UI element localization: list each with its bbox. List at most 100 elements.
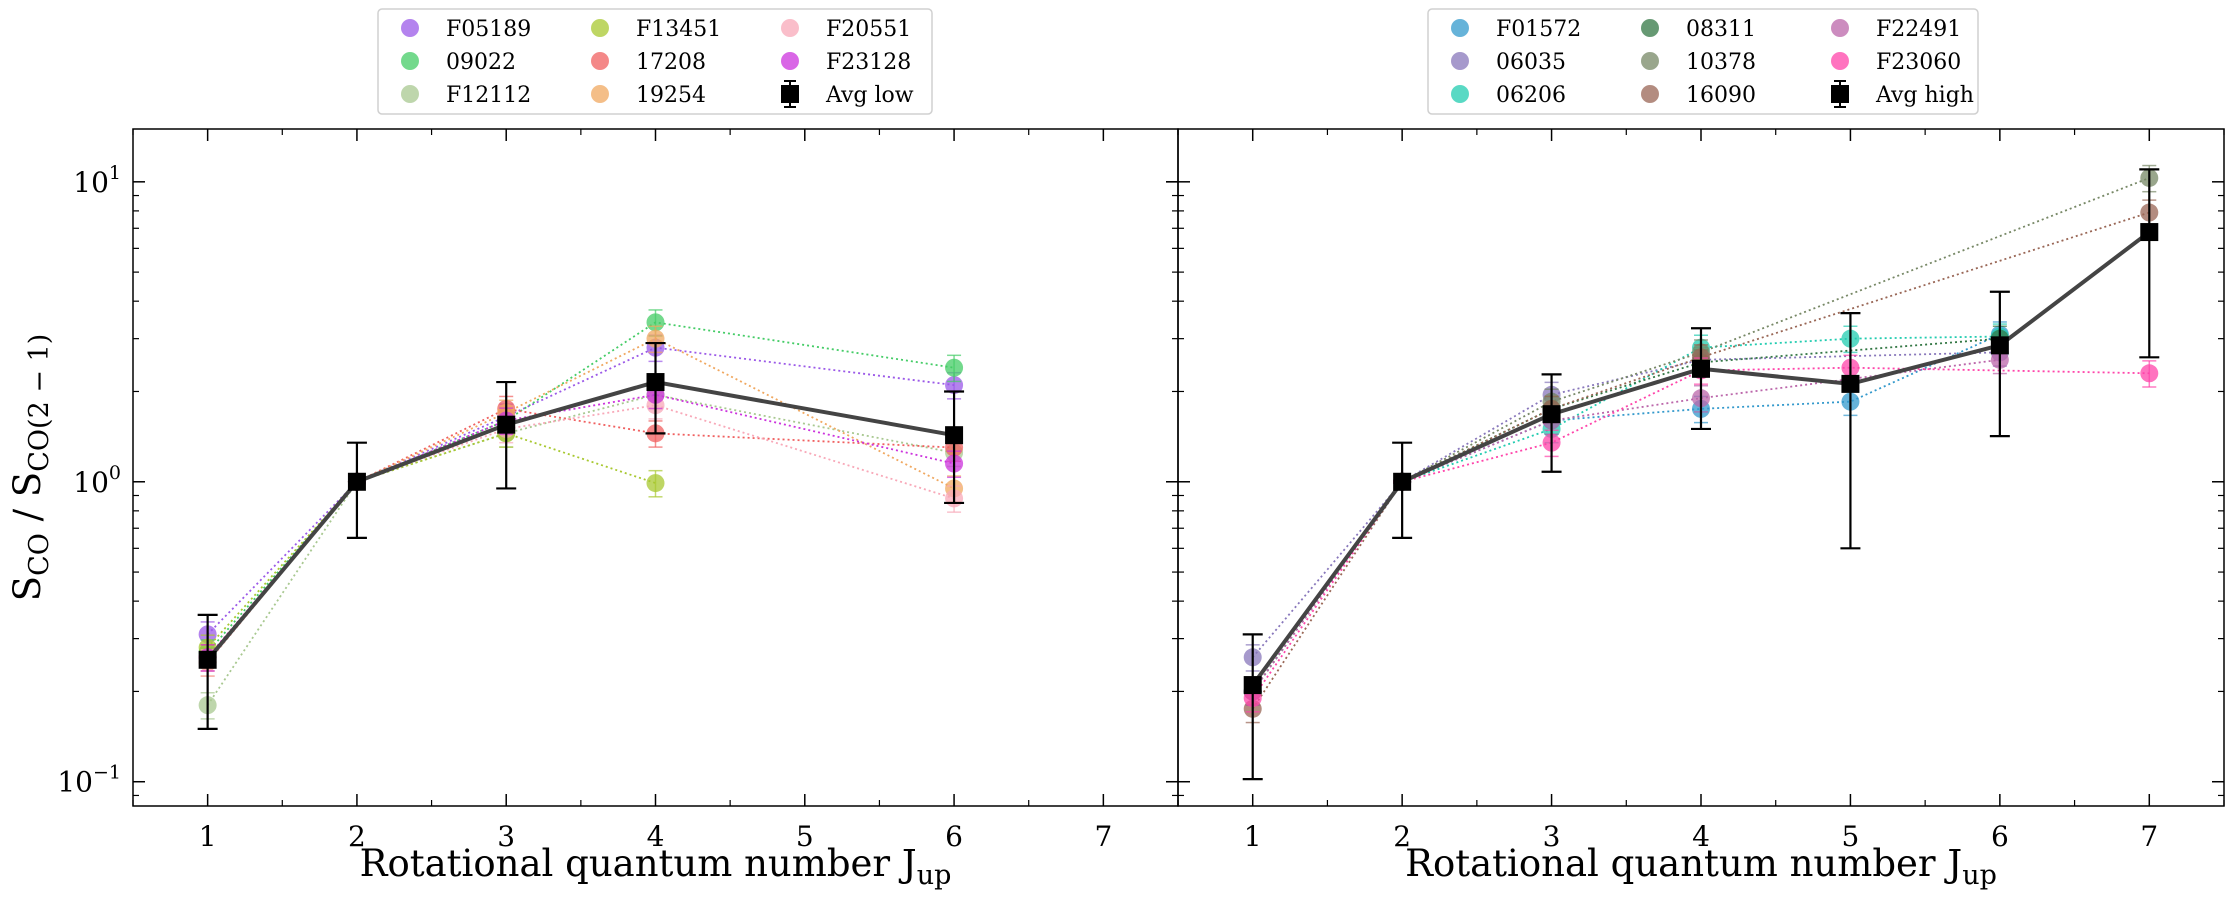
y-tick-base: 10 [57, 766, 93, 799]
legend-label: F23060 [1876, 50, 1961, 75]
x-tick-label: 3 [1543, 820, 1561, 853]
legend-label: F20551 [826, 17, 911, 42]
series-avg-low [197, 341, 965, 731]
axes-frame [132, 128, 1179, 807]
x-tick-label: 7 [1094, 820, 1112, 853]
average-point [1243, 676, 1262, 695]
legend-label: 08311 [1686, 17, 1756, 42]
y-tick-label: 101 [73, 162, 121, 199]
x-tick-label: 5 [796, 820, 814, 853]
average-point [945, 426, 964, 445]
legend-marker [1831, 52, 1849, 70]
legend-entry: Avg low [781, 80, 914, 108]
legend-entry: F22491 [1831, 17, 1961, 42]
x-tick-label: 4 [1692, 820, 1710, 853]
series-line [206, 432, 656, 649]
x-axis-title-subscript: up [917, 860, 952, 891]
series-F13451 [198, 420, 665, 663]
x-tick-label: 3 [497, 820, 515, 853]
legend: F01572 06035 06206 08311 10378 16090 F22491 F23… [1427, 8, 1979, 115]
right-panel: 1 2 3 4 5 6 7 Rotational quantum number Jup F015… [1166, 8, 2225, 891]
legend-label: F22491 [1876, 17, 1961, 42]
legend-marker [401, 85, 419, 103]
y-tick-base: 10 [73, 166, 109, 199]
average-point [1841, 374, 1860, 393]
x-tick-label: 7 [2140, 820, 2158, 853]
series-F05189 [198, 334, 964, 649]
y-axis-title: SCO / SCO(2 − 1) [6, 334, 55, 602]
legend-label: 16090 [1686, 83, 1756, 108]
legend-entry: 09022 [401, 50, 516, 75]
data-point [945, 358, 964, 377]
average-point [2140, 223, 2159, 242]
legend-entry: F23060 [1831, 50, 1961, 75]
legend-entry: 08311 [1641, 17, 1756, 42]
y-axis-title-subscript: CO [24, 533, 55, 576]
series-line [206, 321, 955, 653]
legend-marker [1641, 85, 1659, 103]
y-axis-title-subscript: CO(2 − 1) [24, 334, 55, 472]
average-line [206, 380, 955, 662]
axes-frame [1177, 128, 2225, 807]
legend-entry: 19254 [591, 83, 706, 108]
legend-entry: 10378 [1641, 50, 1756, 75]
series-09022 [198, 309, 964, 667]
series-F01572 [1243, 321, 2009, 706]
series-10378 [1243, 164, 2159, 706]
series-F12112 [198, 381, 964, 720]
x-tick-label: 6 [1991, 820, 2009, 853]
series-F22491 [1243, 346, 2009, 706]
x-axis-title-main: Rotational quantum number J [360, 842, 917, 885]
legend-label: 06035 [1496, 50, 1566, 75]
series-line [1251, 333, 2001, 692]
series-19254 [198, 325, 964, 677]
x-tick-label: 4 [647, 820, 665, 853]
legend-marker [1451, 52, 1469, 70]
legend-marker [1831, 85, 1849, 103]
legend-label: 17208 [636, 50, 706, 75]
y-axis-title-part: / S [6, 472, 49, 533]
legend-marker [1641, 52, 1659, 70]
legend-marker [1641, 19, 1659, 37]
legend-label: Avg high [1875, 83, 1974, 108]
legend-label: Avg low [825, 83, 914, 108]
y-tick-label: 10−1 [57, 762, 121, 799]
legend-marker [1451, 19, 1469, 37]
series-line [206, 407, 955, 658]
series-16090 [1243, 199, 2159, 724]
series-avg-high [1242, 168, 2160, 781]
legend-entry: 17208 [591, 50, 706, 75]
average-point [347, 472, 366, 491]
series-line [1251, 177, 2150, 692]
legend-label: 10378 [1686, 50, 1756, 75]
series-line [206, 346, 955, 635]
legend-marker [591, 19, 609, 37]
legend-label: F23128 [826, 50, 911, 75]
x-tick-label: 1 [1244, 820, 1262, 853]
series-line [206, 404, 955, 663]
legend-entry: Avg high [1831, 80, 1974, 108]
average-point [198, 650, 217, 669]
legend-marker [1831, 19, 1849, 37]
legend-marker [591, 52, 609, 70]
y-tick-base: 10 [73, 466, 109, 499]
legend-entry: 06206 [1451, 83, 1566, 108]
average-point [1393, 472, 1412, 491]
legend-entry: 16090 [1641, 83, 1756, 108]
y-tick-exponent: 0 [109, 462, 121, 484]
series-line [206, 393, 955, 706]
average-point [497, 415, 516, 434]
average-point [1990, 336, 2009, 355]
legend-entry: F05189 [401, 17, 531, 42]
legend-entry: 06035 [1451, 50, 1566, 75]
legend-marker [781, 52, 799, 70]
y-axis-title-part: S [6, 576, 49, 601]
series-line [1251, 211, 2150, 710]
x-tick-label: 6 [945, 820, 963, 853]
legend-marker [591, 85, 609, 103]
legend-entry: F23128 [781, 50, 911, 75]
average-point [1692, 359, 1710, 378]
legend-label: 06206 [1496, 83, 1566, 108]
legend-label: F05189 [446, 17, 531, 42]
